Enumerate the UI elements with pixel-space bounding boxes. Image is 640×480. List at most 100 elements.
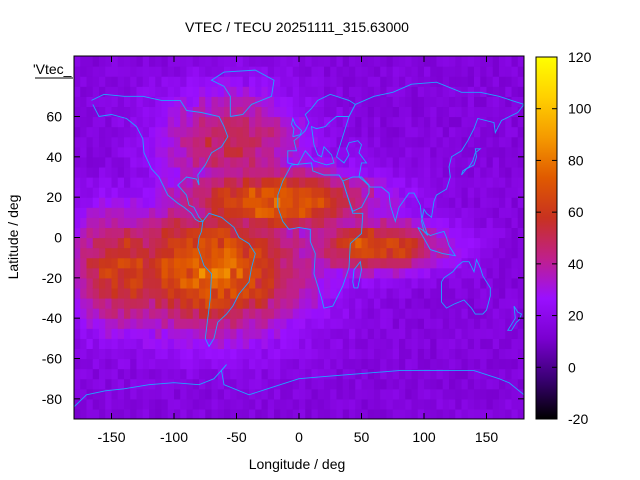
heatmap-cell <box>430 207 438 218</box>
heatmap-cell <box>517 146 524 158</box>
heatmap-cell <box>467 106 475 118</box>
heatmap-cell <box>130 308 138 319</box>
y-tick-label: -80 <box>42 391 62 407</box>
heatmap-cell <box>99 126 106 138</box>
heatmap-cell <box>367 308 375 319</box>
heatmap-cell <box>349 328 356 339</box>
heatmap-cell <box>105 166 113 178</box>
heatmap-cell <box>474 298 481 309</box>
heatmap-cell <box>399 348 406 360</box>
heatmap-cell <box>111 338 119 350</box>
heatmap-cell <box>411 106 419 118</box>
heatmap-cell <box>280 177 288 188</box>
heatmap-cell <box>461 287 469 299</box>
heatmap-cell <box>117 388 125 400</box>
heatmap-cell <box>355 177 363 188</box>
heatmap-cell <box>417 237 425 249</box>
heatmap-cell <box>455 237 463 249</box>
heatmap-cell <box>130 177 138 188</box>
heatmap-cell <box>149 338 156 350</box>
heatmap-cell <box>411 398 419 410</box>
heatmap-cell <box>361 156 369 168</box>
heatmap-cell <box>186 96 194 108</box>
heatmap-cell <box>255 56 263 67</box>
heatmap-cell <box>361 237 369 249</box>
heatmap-cell <box>467 146 475 158</box>
heatmap-cell <box>411 56 419 67</box>
heatmap-cell <box>174 96 181 108</box>
heatmap-cell <box>224 106 231 118</box>
heatmap-cell <box>330 257 338 269</box>
heatmap-cell <box>380 227 388 239</box>
heatmap-cell <box>374 277 381 289</box>
heatmap-cell <box>155 318 163 329</box>
heatmap-cell <box>124 217 131 229</box>
heatmap-cell <box>286 398 294 410</box>
heatmap-cell <box>236 348 244 360</box>
heatmap-cell <box>380 378 388 390</box>
heatmap-cell <box>342 398 350 410</box>
heatmap-cell <box>211 257 219 269</box>
heatmap-cell <box>286 86 294 97</box>
heatmap-cell <box>467 207 475 218</box>
heatmap-cell <box>405 257 413 269</box>
heatmap-cell <box>424 146 431 158</box>
heatmap-cell <box>474 267 481 279</box>
heatmap-cell <box>474 277 481 289</box>
heatmap-cell <box>292 308 300 319</box>
heatmap-cell <box>286 227 294 239</box>
heatmap-cell <box>192 257 200 269</box>
heatmap-cell <box>292 146 300 158</box>
heatmap-cell <box>330 86 338 97</box>
heatmap-cell <box>374 328 381 339</box>
heatmap-cell <box>317 358 325 370</box>
heatmap-cell <box>374 146 381 158</box>
heatmap-cell <box>424 308 431 319</box>
heatmap-cell <box>461 388 469 400</box>
heatmap-cell <box>405 318 413 329</box>
heatmap-cell <box>292 298 300 309</box>
heatmap-cell <box>267 398 275 410</box>
heatmap-cell <box>149 86 156 97</box>
heatmap-cell <box>242 267 250 279</box>
heatmap-cell <box>511 177 519 188</box>
heatmap-cell <box>449 156 456 168</box>
heatmap-cell <box>142 408 150 419</box>
heatmap-cell <box>261 328 269 339</box>
heatmap-cell <box>474 408 481 419</box>
heatmap-cell <box>199 388 206 400</box>
heatmap-cell <box>405 86 413 97</box>
heatmap-cell <box>155 348 163 360</box>
heatmap-cell <box>342 166 350 178</box>
heatmap-cell <box>461 56 469 67</box>
heatmap-cell <box>442 287 450 299</box>
heatmap-cell <box>111 308 119 319</box>
heatmap-cell <box>417 126 425 138</box>
heatmap-cell <box>499 277 506 289</box>
heatmap-cell <box>211 116 219 128</box>
heatmap-cell <box>367 116 375 128</box>
heatmap-cell <box>267 76 275 87</box>
heatmap-cell <box>336 207 344 218</box>
heatmap-cell <box>467 277 475 289</box>
heatmap-cell <box>217 378 225 390</box>
heatmap-cell <box>274 187 281 198</box>
heatmap-cell <box>511 388 519 400</box>
heatmap-cell <box>149 368 156 380</box>
heatmap-cell <box>192 287 200 299</box>
heatmap-cell <box>374 348 381 360</box>
heatmap-cell <box>411 408 419 419</box>
heatmap-cell <box>492 227 500 239</box>
heatmap-cell <box>330 56 338 67</box>
heatmap-cell <box>86 308 94 319</box>
heatmap-cell <box>136 318 144 329</box>
colorbar-tick-label: 20 <box>568 308 584 324</box>
heatmap-cell <box>186 86 194 97</box>
heatmap-cell <box>230 217 238 229</box>
heatmap-cell <box>517 166 524 178</box>
heatmap-cell <box>299 358 306 370</box>
heatmap-cell <box>399 378 406 390</box>
heatmap-cell <box>311 187 319 198</box>
heatmap-cell <box>99 318 106 329</box>
heatmap-cell <box>274 408 281 419</box>
